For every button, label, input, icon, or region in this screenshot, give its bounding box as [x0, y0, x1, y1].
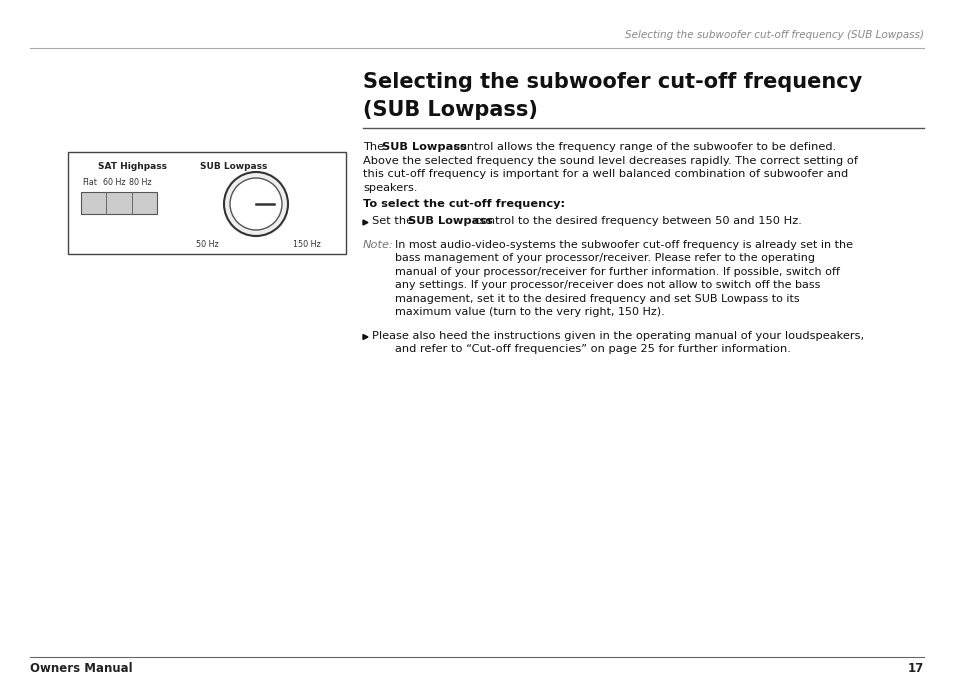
- Text: speakers.: speakers.: [363, 182, 417, 192]
- Text: 60 Hz: 60 Hz: [103, 178, 126, 187]
- Text: In most audio-video-systems the subwoofer cut-off frequency is already set in th: In most audio-video-systems the subwoofe…: [395, 240, 852, 249]
- Text: (SUB Lowpass): (SUB Lowpass): [363, 100, 537, 120]
- Text: Owners Manual: Owners Manual: [30, 662, 132, 675]
- Text: Selecting the subwoofer cut-off frequency (SUB Lowpass): Selecting the subwoofer cut-off frequenc…: [624, 30, 923, 40]
- Text: manual of your processor/receiver for further information. If possible, switch o: manual of your processor/receiver for fu…: [395, 266, 839, 277]
- Text: bass management of your processor/receiver. Please refer to the operating: bass management of your processor/receiv…: [395, 253, 814, 263]
- Text: 150 Hz: 150 Hz: [293, 240, 320, 249]
- Text: The: The: [363, 142, 387, 152]
- Text: SUB Lowpass: SUB Lowpass: [381, 142, 466, 152]
- Bar: [81, 192, 157, 214]
- Polygon shape: [363, 220, 368, 225]
- Text: Above the selected frequency the sound level decreases rapidly. The correct sett: Above the selected frequency the sound l…: [363, 155, 857, 166]
- Text: Please also heed the instructions given in the operating manual of your loudspea: Please also heed the instructions given …: [372, 330, 863, 340]
- Circle shape: [224, 172, 288, 236]
- Text: SUB Lowpass: SUB Lowpass: [200, 162, 267, 171]
- Text: maximum value (turn to the very right, 150 Hz).: maximum value (turn to the very right, 1…: [395, 307, 664, 317]
- Circle shape: [230, 178, 282, 230]
- Text: management, set it to the desired frequency and set SUB Lowpass to its: management, set it to the desired freque…: [395, 293, 799, 303]
- Text: SAT Highpass: SAT Highpass: [98, 162, 167, 171]
- Text: Set the: Set the: [372, 216, 416, 226]
- Text: Flat: Flat: [82, 178, 97, 187]
- Text: SUB Lowpass: SUB Lowpass: [408, 216, 493, 226]
- Text: any settings. If your processor/receiver does not allow to switch off the bass: any settings. If your processor/receiver…: [395, 280, 820, 290]
- Polygon shape: [363, 334, 368, 340]
- Text: control allows the frequency range of the subwoofer to be defined.: control allows the frequency range of th…: [450, 142, 836, 152]
- Text: 17: 17: [907, 662, 923, 675]
- Text: To select the cut-off frequency:: To select the cut-off frequency:: [363, 199, 564, 208]
- Text: Selecting the subwoofer cut-off frequency: Selecting the subwoofer cut-off frequenc…: [363, 72, 862, 92]
- Text: control to the desired frequency between 50 and 150 Hz.: control to the desired frequency between…: [471, 216, 801, 226]
- Text: 80 Hz: 80 Hz: [129, 178, 152, 187]
- Text: this cut-off frequency is important for a well balanced combination of subwoofer: this cut-off frequency is important for …: [363, 169, 847, 179]
- Text: and refer to “Cut-off frequencies” on page 25 for further information.: and refer to “Cut-off frequencies” on pa…: [395, 344, 790, 354]
- Text: 50 Hz: 50 Hz: [196, 240, 219, 249]
- Bar: [68, 152, 346, 254]
- Text: Note:: Note:: [363, 240, 394, 249]
